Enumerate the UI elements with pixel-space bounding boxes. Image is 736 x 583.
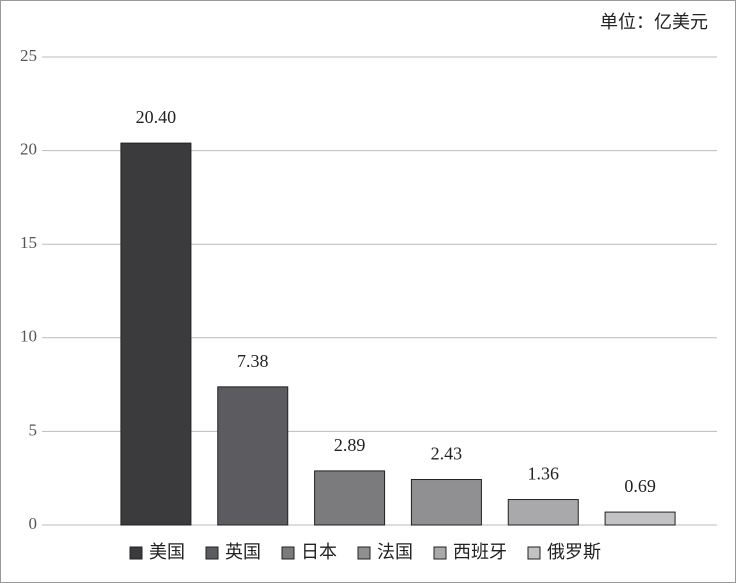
unit-label: 单位：亿美元 [600, 12, 708, 32]
bar [604, 511, 676, 526]
legend-swatch [129, 546, 143, 560]
bar [120, 142, 192, 526]
data-label: 20.40 [136, 107, 177, 127]
y-tick-label: 20 [20, 140, 37, 159]
y-tick-label: 25 [20, 46, 37, 65]
legend-swatch [205, 546, 219, 560]
legend-label: 美国 [149, 542, 185, 562]
legend-swatch [357, 546, 371, 560]
legend-label: 西班牙 [453, 542, 507, 562]
bar [314, 470, 386, 526]
y-tick-label: 15 [20, 233, 37, 252]
data-label: 1.36 [528, 464, 560, 484]
legend-label: 法国 [377, 542, 413, 562]
legend-swatch [527, 546, 541, 560]
y-tick-label: 10 [20, 327, 37, 346]
y-tick-label: 0 [29, 514, 38, 533]
data-label: 0.69 [624, 476, 656, 496]
data-label: 7.38 [237, 351, 269, 371]
bar [217, 386, 289, 526]
data-label: 2.89 [334, 435, 366, 455]
data-label: 2.43 [431, 444, 463, 464]
legend-swatch [281, 546, 295, 560]
legend-label: 俄罗斯 [547, 542, 601, 562]
legend-label: 日本 [301, 542, 337, 562]
bar [410, 479, 482, 526]
y-tick-label: 5 [29, 420, 38, 439]
legend-label: 英国 [225, 542, 261, 562]
legend-swatch [433, 546, 447, 560]
bar [507, 499, 579, 526]
